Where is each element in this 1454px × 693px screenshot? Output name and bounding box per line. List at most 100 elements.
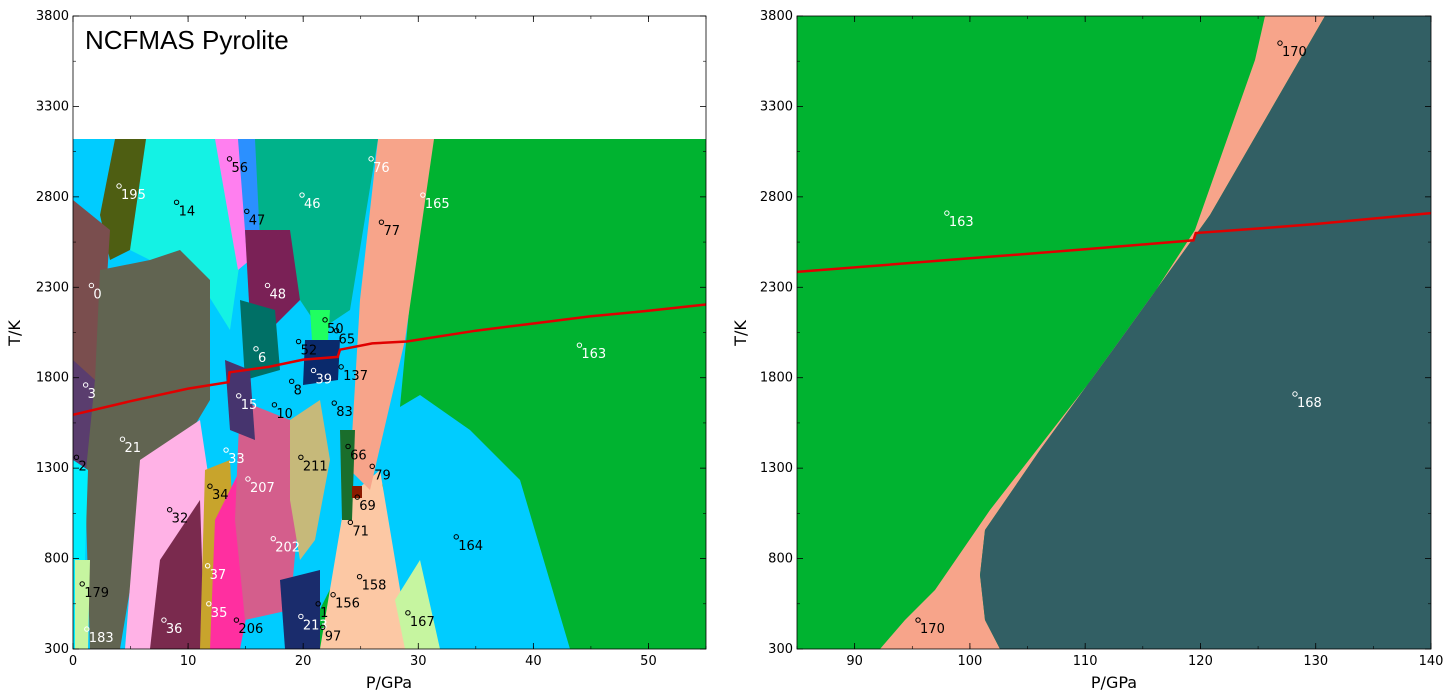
right-phase-label-163: 163 (949, 215, 974, 230)
left-phase-marker-195 (116, 183, 122, 189)
right-x-tick-label: 120 (1188, 654, 1213, 669)
left-phase-label-156: 156 (335, 597, 360, 612)
right-phase-marker-163 (944, 210, 950, 216)
right-phase-marker-170 (1277, 40, 1283, 46)
left-phase-label-34: 34 (212, 488, 229, 503)
left-phase-marker-167 (405, 610, 411, 616)
right-y-tick-label: 2300 (760, 280, 793, 295)
left-phase-label-69: 69 (359, 499, 376, 514)
right-x-tick-label: 140 (1419, 654, 1444, 669)
left-phase-marker-8 (288, 378, 295, 385)
left-phase-regions (73, 139, 706, 649)
region-168 (980, 16, 1431, 649)
left-phase-marker-0 (88, 282, 95, 289)
left-y-axis-label: T/K (5, 320, 24, 347)
left-phase-label-76: 76 (373, 161, 390, 176)
region-213 (280, 570, 320, 649)
left-phase-label-3: 3 (88, 387, 96, 402)
left-x-tick-label: 0 (69, 654, 77, 669)
left-phase-label-0: 0 (93, 287, 101, 302)
left-phase-label-21: 21 (124, 441, 141, 456)
left-phase-label-179: 179 (84, 586, 109, 601)
left-phase-label-2: 2 (78, 459, 86, 474)
left-phase-marker-33 (223, 447, 229, 453)
left-phase-label-79: 79 (374, 468, 391, 483)
left-y-tick-label: 2300 (36, 280, 69, 295)
left-phase-marker-164 (453, 534, 459, 540)
right-y-tick-label: 1300 (760, 461, 793, 476)
region-211 (290, 400, 330, 560)
region-170 (880, 16, 1325, 649)
left-phase-marker-2 (73, 454, 80, 460)
left-phase-marker-1 (315, 601, 321, 607)
left-phase-label-56: 56 (232, 161, 249, 176)
right-phase-label-170: 170 (920, 622, 945, 637)
region-195 (100, 139, 146, 260)
left-phase-marker-10 (271, 402, 278, 408)
left-phase-marker-207 (245, 476, 251, 482)
left-phase-marker-71 (347, 519, 354, 526)
left-phase-marker-179 (79, 581, 85, 587)
right-x-tick-label: 100 (957, 654, 982, 669)
left-y-tick-label: 1800 (36, 371, 69, 386)
left-phase-label-33: 33 (228, 452, 245, 467)
left-phase-label-15: 15 (241, 398, 258, 413)
right-x-tick-label: 110 (1073, 654, 1098, 669)
left-phase-label-35: 35 (211, 606, 228, 621)
region-36 (150, 500, 205, 649)
left-phase-marker-202 (270, 535, 276, 542)
left-phase-marker-211 (298, 454, 304, 460)
left-y-tick-label: 3300 (36, 99, 69, 114)
left-x-tick-label: 10 (180, 654, 197, 669)
left-phase-marker-206 (233, 617, 240, 623)
left-phase-label-36: 36 (166, 622, 183, 637)
left-phase-label-83: 83 (336, 405, 353, 420)
left-phase-marker-156 (330, 592, 336, 598)
region-39 (303, 340, 340, 385)
left-phase-marker-83 (331, 400, 337, 406)
left-phase-label-137: 137 (343, 369, 368, 384)
right-y-tick-label: 3800 (760, 9, 793, 24)
left-phase-marker-50 (322, 317, 328, 323)
left-phase-marker-34 (207, 483, 213, 489)
left-phase-label-163: 163 (581, 347, 606, 362)
right-phase-label-170: 170 (1282, 45, 1307, 60)
region-21 (85, 250, 210, 649)
right-phase-regions (797, 16, 1431, 649)
left-phase-label-77: 77 (383, 224, 400, 239)
region-66 (340, 430, 355, 520)
left-phase-marker-65 (333, 327, 340, 334)
left-ticks: 0 10 20 30 40 5030080013001800230028003300380… (36, 9, 707, 669)
left-phase-marker-56 (226, 156, 233, 162)
left-phase-label-213: 213 (303, 618, 328, 633)
chart-title: NCFMAS Pyrolite (85, 25, 289, 55)
left-phase-label-211: 211 (303, 459, 328, 474)
adiabat-line-right (797, 211, 1431, 274)
left-y-tick-label: 1300 (36, 461, 69, 476)
left-x-tick-label: 40 (525, 654, 542, 669)
left-y-tick-label: 2800 (36, 190, 69, 205)
left-phase-label-1: 1 (320, 606, 328, 621)
left-phase-label-167: 167 (410, 615, 435, 630)
right-panel: 163 170 168 170 90 100 110 120 130 140 300 800 1300… (731, 9, 1443, 692)
left-phase-marker-21 (119, 436, 126, 442)
left-phase-label-10: 10 (276, 407, 293, 422)
left-phase-label-195: 195 (121, 188, 146, 203)
left-phase-marker-48 (264, 282, 271, 289)
left-x-tick-label: 50 (640, 654, 657, 669)
left-phase-marker-37 (204, 563, 211, 569)
region-14 (130, 139, 240, 330)
region-164b (378, 395, 570, 649)
right-y-tick-label: 1800 (760, 371, 793, 386)
left-phase-marker-14 (173, 199, 180, 205)
right-y-tick-label: 800 (768, 552, 793, 567)
left-phase-label-32: 32 (172, 512, 189, 527)
left-phase-label-207: 207 (250, 481, 275, 496)
left-phase-marker-39 (310, 367, 317, 374)
left-phase-marker-183 (84, 626, 90, 632)
left-phase-label-52: 52 (301, 344, 318, 359)
left-phase-label-65: 65 (339, 333, 356, 348)
right-phase-marker-170 (915, 617, 921, 623)
left-phase-label-47: 47 (249, 213, 266, 228)
